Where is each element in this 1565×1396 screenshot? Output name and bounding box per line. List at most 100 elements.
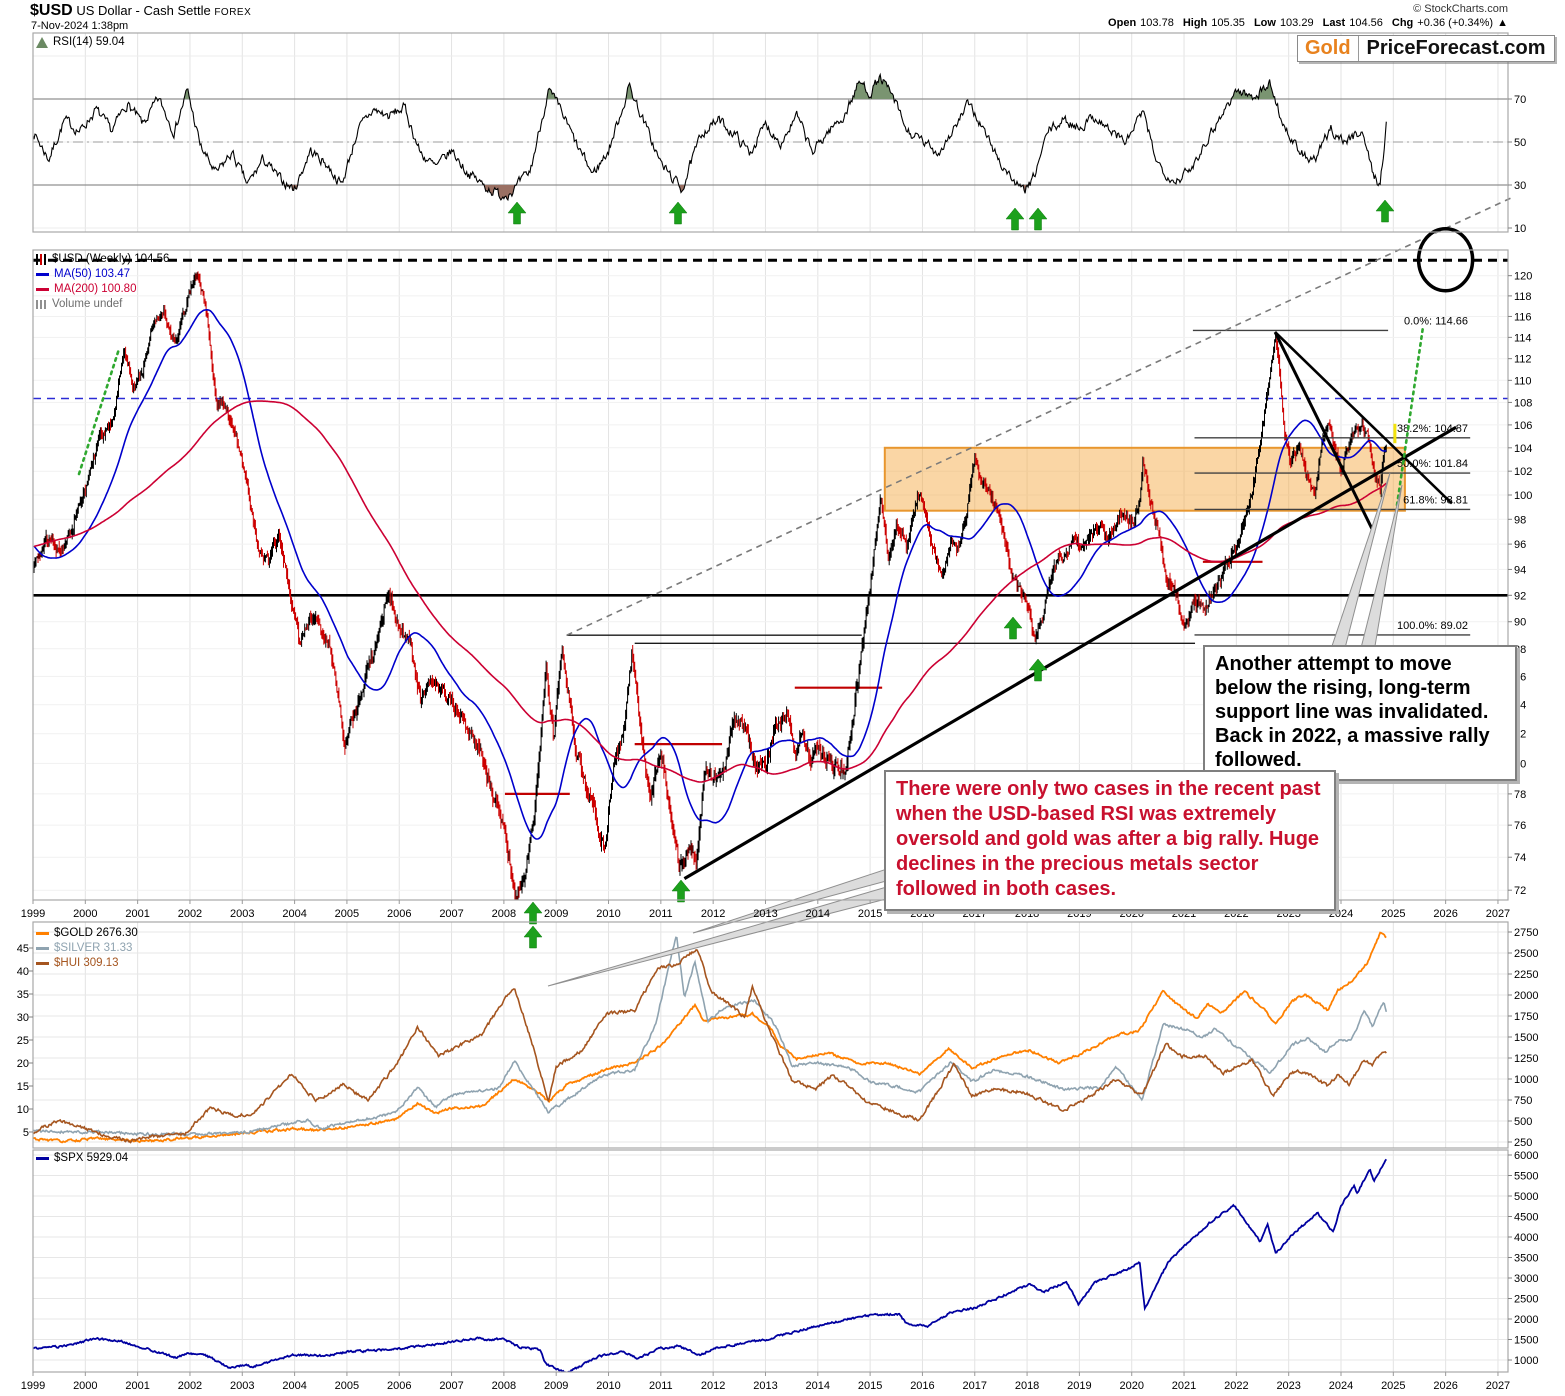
last-label: Last xyxy=(1322,17,1346,29)
svg-text:250: 250 xyxy=(1514,1137,1532,1149)
svg-text:2013: 2013 xyxy=(753,908,777,920)
green-up-arrow xyxy=(1028,207,1048,231)
rsi-indicator-icon xyxy=(36,37,48,48)
svg-text:2006: 2006 xyxy=(387,908,411,920)
usd-candles-up xyxy=(33,272,1387,900)
svg-text:2023: 2023 xyxy=(1276,908,1300,920)
svg-text:4500: 4500 xyxy=(1514,1212,1538,1224)
ma200-line-swatch xyxy=(36,288,49,291)
svg-text:1250: 1250 xyxy=(1514,1053,1538,1065)
green-up-arrow xyxy=(671,879,691,903)
svg-text:2500: 2500 xyxy=(1514,948,1538,960)
svg-text:2011: 2011 xyxy=(649,1380,673,1392)
fib-label: 100.0%: 89.02 xyxy=(1397,620,1468,632)
svg-text:2012: 2012 xyxy=(701,1380,725,1392)
svg-text:2006: 2006 xyxy=(387,1380,411,1392)
svg-text:25: 25 xyxy=(17,1035,29,1047)
svg-text:102: 102 xyxy=(1514,466,1532,478)
green-up-arrow xyxy=(668,201,688,225)
svg-text:10: 10 xyxy=(17,1104,29,1116)
svg-text:74: 74 xyxy=(1514,852,1526,864)
svg-text:2020: 2020 xyxy=(1119,908,1143,920)
svg-text:2022: 2022 xyxy=(1224,1380,1248,1392)
spx-legend: $SPX 5929.04 xyxy=(36,1151,128,1166)
svg-text:2024: 2024 xyxy=(1329,908,1353,920)
svg-text:2018: 2018 xyxy=(1015,908,1039,920)
svg-text:15: 15 xyxy=(17,1081,29,1093)
svg-text:104: 104 xyxy=(1514,443,1532,455)
green-dotted-projection xyxy=(77,347,121,476)
svg-text:2010: 2010 xyxy=(596,908,620,920)
spx-line xyxy=(33,1158,1388,1372)
svg-text:96: 96 xyxy=(1514,539,1526,551)
chg-direction-icon: ▲ xyxy=(1497,17,1508,29)
ma50-line-swatch xyxy=(36,273,49,276)
svg-text:40: 40 xyxy=(17,966,29,978)
quote-bar: Open 103.78 High 105.35 Low 103.29 Last 104.… xyxy=(1108,17,1508,29)
green-up-arrow xyxy=(1028,658,1048,682)
svg-text:92: 92 xyxy=(1514,590,1526,602)
svg-text:2017: 2017 xyxy=(963,1380,987,1392)
svg-text:2008: 2008 xyxy=(492,1380,516,1392)
svg-text:2023: 2023 xyxy=(1276,1380,1300,1392)
svg-text:6000: 6000 xyxy=(1514,1150,1538,1162)
svg-text:2000: 2000 xyxy=(73,1380,97,1392)
svg-text:2001: 2001 xyxy=(125,908,149,920)
signal-arrows xyxy=(507,199,1395,949)
hui-legend: $HUI 309.13 xyxy=(54,957,119,969)
svg-text:118: 118 xyxy=(1514,291,1532,303)
usd-legend: $USD (Weekly) 104.56 MA(50) 103.47 MA(20… xyxy=(36,252,169,312)
svg-text:50: 50 xyxy=(1514,137,1526,149)
svg-text:70: 70 xyxy=(1514,94,1526,106)
svg-text:76: 76 xyxy=(1514,820,1526,832)
svg-text:30: 30 xyxy=(1514,180,1526,192)
open-label: Open xyxy=(1108,17,1137,29)
green-up-arrow xyxy=(507,201,527,225)
svg-text:2250: 2250 xyxy=(1514,969,1538,981)
svg-text:2500: 2500 xyxy=(1514,1294,1538,1306)
svg-text:2024: 2024 xyxy=(1329,1380,1353,1392)
svg-text:2021: 2021 xyxy=(1172,908,1196,920)
svg-text:10: 10 xyxy=(1514,223,1526,235)
fib-label: 0.0%: 114.66 xyxy=(1404,315,1468,327)
volume-legend: Volume undef xyxy=(52,298,123,310)
symbol-label: $USD xyxy=(30,2,73,19)
svg-text:94: 94 xyxy=(1514,564,1526,576)
low-label: Low xyxy=(1253,17,1276,29)
svg-text:2008: 2008 xyxy=(492,908,516,920)
rsi-legend: RSI(14) 59.04 xyxy=(36,35,125,50)
svg-text:2007: 2007 xyxy=(439,1380,463,1392)
svg-text:2014: 2014 xyxy=(806,908,830,920)
svg-text:1999: 1999 xyxy=(21,1380,45,1392)
svg-text:5: 5 xyxy=(23,1127,29,1139)
chg-label: Chg xyxy=(1391,17,1414,29)
svg-text:2003: 2003 xyxy=(230,1380,254,1392)
svg-text:72: 72 xyxy=(1514,885,1526,897)
svg-text:80: 80 xyxy=(1514,758,1526,770)
fib-label: 61.8%: 98.81 xyxy=(1403,494,1468,506)
svg-text:108: 108 xyxy=(1514,397,1532,409)
usd-symbol-legend: $USD (Weekly) 104.56 xyxy=(52,253,170,265)
svg-text:78: 78 xyxy=(1514,789,1526,801)
support-invalidation-note: Another attempt to move below the rising… xyxy=(1203,645,1517,781)
svg-text:2750: 2750 xyxy=(1514,927,1538,939)
svg-text:2022: 2022 xyxy=(1224,908,1248,920)
gold-legend: $GOLD 2676.30 xyxy=(54,927,138,939)
ma50-line xyxy=(33,309,1387,840)
svg-text:2007: 2007 xyxy=(439,908,463,920)
svg-text:1500: 1500 xyxy=(1514,1032,1538,1044)
svg-text:2002: 2002 xyxy=(178,908,202,920)
logo-word-priceforecast: PriceForecast.com xyxy=(1366,37,1546,59)
svg-text:2019: 2019 xyxy=(1067,908,1091,920)
svg-text:114: 114 xyxy=(1514,332,1532,344)
green-up-arrow xyxy=(523,925,543,949)
svg-text:3500: 3500 xyxy=(1514,1253,1538,1265)
svg-text:500: 500 xyxy=(1514,1116,1532,1128)
svg-text:84: 84 xyxy=(1514,700,1526,712)
svg-text:86: 86 xyxy=(1514,671,1526,683)
svg-text:2005: 2005 xyxy=(335,908,359,920)
rsi-oversold-note: There were only two cases in the recent … xyxy=(884,770,1336,911)
svg-text:2000: 2000 xyxy=(1514,990,1538,1002)
metals-panel xyxy=(33,931,1388,1144)
